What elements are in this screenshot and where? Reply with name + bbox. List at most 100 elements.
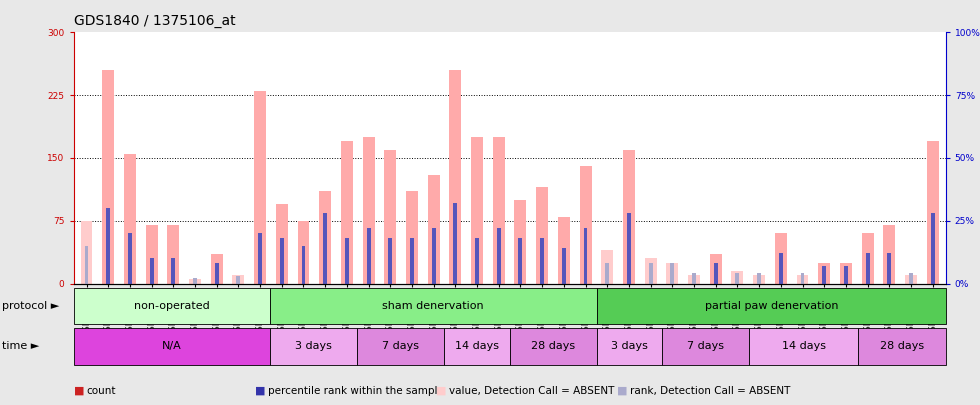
Bar [861, 233, 873, 284]
Bar [797, 275, 808, 283]
Bar [670, 263, 674, 284]
Text: percentile rank within the sample: percentile rank within the sample [268, 386, 443, 396]
Bar [215, 263, 219, 284]
Bar [779, 254, 783, 284]
Bar [236, 276, 240, 283]
Bar [74, 328, 270, 364]
Bar [298, 221, 310, 284]
Bar [189, 279, 201, 284]
Bar [74, 288, 270, 324]
Text: GDS1840 / 1375106_at: GDS1840 / 1375106_at [74, 14, 235, 28]
Bar [731, 271, 744, 283]
Bar [388, 238, 392, 284]
Bar [623, 149, 635, 284]
Bar [597, 328, 662, 364]
Bar [258, 233, 262, 284]
Text: ■: ■ [436, 386, 447, 396]
Bar [172, 258, 175, 283]
Bar [146, 225, 158, 283]
Bar [232, 275, 244, 283]
Bar [627, 213, 631, 284]
Bar [357, 328, 444, 364]
Bar [775, 233, 787, 284]
Text: 28 days: 28 days [880, 341, 924, 351]
Bar [363, 137, 374, 284]
Bar [150, 258, 154, 283]
Bar [562, 248, 565, 284]
Text: non-operated: non-operated [133, 301, 210, 311]
Bar [444, 328, 510, 364]
Text: partial paw denervation: partial paw denervation [705, 301, 838, 311]
Text: rank, Detection Call = ABSENT: rank, Detection Call = ABSENT [630, 386, 791, 396]
Text: value, Detection Call = ABSENT: value, Detection Call = ABSENT [449, 386, 614, 396]
Bar [302, 246, 306, 284]
Text: 28 days: 28 days [531, 341, 575, 351]
Bar [818, 262, 830, 284]
Text: 14 days: 14 days [455, 341, 499, 351]
Bar [540, 238, 544, 284]
Bar [493, 137, 505, 284]
Bar [583, 228, 587, 284]
Bar [450, 70, 462, 284]
Bar [883, 225, 896, 283]
Text: protocol ►: protocol ► [2, 301, 59, 311]
Bar [475, 238, 479, 284]
Bar [688, 275, 700, 283]
Bar [536, 187, 548, 284]
Bar [666, 262, 678, 284]
Text: 7 days: 7 days [382, 341, 419, 351]
Bar [367, 228, 370, 284]
Text: time ►: time ► [2, 341, 39, 351]
Bar [84, 246, 88, 284]
Bar [254, 91, 266, 284]
Text: 3 days: 3 days [295, 341, 332, 351]
Bar [692, 273, 696, 283]
Bar [558, 217, 569, 284]
Bar [270, 288, 597, 324]
Bar [649, 263, 653, 284]
Bar [931, 213, 935, 284]
Bar [270, 328, 357, 364]
Bar [905, 275, 917, 283]
Bar [128, 233, 132, 284]
Bar [865, 254, 869, 284]
Bar [432, 228, 436, 284]
Bar [406, 192, 417, 284]
Bar [645, 258, 657, 283]
Bar [606, 263, 610, 284]
Bar [319, 192, 331, 284]
Bar [193, 279, 197, 284]
Bar [927, 141, 939, 284]
Text: 3 days: 3 days [612, 341, 648, 351]
Bar [80, 221, 92, 284]
Text: 7 days: 7 days [687, 341, 724, 351]
Bar [341, 141, 353, 284]
Bar [106, 208, 110, 284]
Bar [518, 238, 522, 284]
Bar [102, 70, 115, 284]
Bar [384, 149, 396, 284]
Bar [750, 328, 858, 364]
Bar [168, 225, 179, 283]
Bar [597, 288, 946, 324]
Text: count: count [86, 386, 116, 396]
Bar [858, 328, 946, 364]
Bar [454, 203, 458, 284]
Text: ■: ■ [617, 386, 628, 396]
Bar [123, 154, 136, 284]
Bar [427, 175, 440, 284]
Text: ■: ■ [74, 386, 84, 396]
Text: sham denervation: sham denervation [382, 301, 484, 311]
Bar [909, 273, 913, 283]
Bar [735, 273, 739, 283]
Bar [514, 200, 526, 284]
Bar [497, 228, 501, 284]
Bar [602, 250, 613, 284]
Bar [754, 275, 765, 283]
Bar [471, 137, 483, 284]
Bar [710, 254, 721, 284]
Bar [822, 266, 826, 284]
Bar [662, 328, 750, 364]
Bar [579, 166, 592, 284]
Bar [801, 273, 805, 283]
